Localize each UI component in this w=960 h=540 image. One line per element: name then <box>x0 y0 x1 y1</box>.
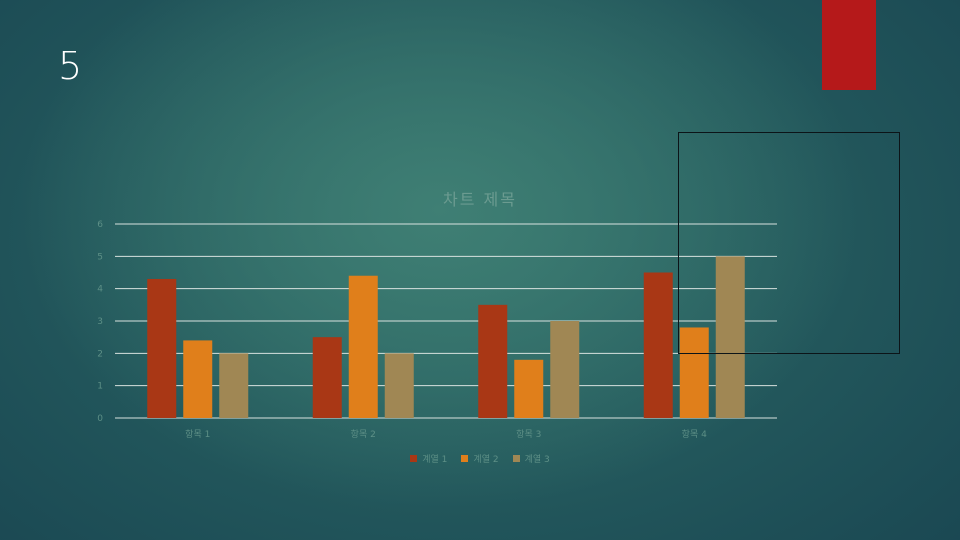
x-tick-label: 항목 4 <box>682 429 707 440</box>
chart-title: 차트 제목 <box>443 190 517 209</box>
legend-label: 계열 2 <box>473 455 499 465</box>
legend-swatch <box>410 455 418 462</box>
bar-series-3-category-2 <box>384 353 414 418</box>
y-tick-label: 1 <box>97 382 103 392</box>
bar-series-2-category-2 <box>348 275 378 418</box>
y-tick-label: 3 <box>97 317 103 327</box>
bar-series-2-category-3 <box>514 359 544 418</box>
bar-series-3-category-1 <box>219 353 249 418</box>
legend-item: 계열 3 <box>512 452 550 465</box>
x-tick-label: 항목 3 <box>516 429 541 440</box>
bar-series-1-category-3 <box>478 304 508 418</box>
legend-item: 계열 1 <box>410 452 447 465</box>
legend-label: 계열 1 <box>422 455 448 465</box>
y-tick-label: 6 <box>97 220 103 230</box>
y-tick-label: 0 <box>97 414 103 424</box>
slide-number: 5 <box>58 44 83 88</box>
bar-series-2-category-1 <box>183 340 213 418</box>
bar-series-1-category-2 <box>312 337 342 418</box>
legend-swatch <box>512 455 520 462</box>
bar-series-1-category-1 <box>147 278 177 418</box>
bar-series-2-category-4 <box>679 327 709 418</box>
selection-outline-box <box>678 132 900 354</box>
legend-swatch <box>461 455 469 462</box>
bar-series-1-category-4 <box>643 272 673 418</box>
bar-series-3-category-3 <box>550 321 580 418</box>
bar-series-3-category-4 <box>715 256 745 418</box>
legend-item: 계열 2 <box>461 452 499 465</box>
y-tick-label: 5 <box>97 252 103 262</box>
legend-label: 계열 3 <box>524 455 550 465</box>
chart-legend: 계열 1 계열 2 계열 3 <box>0 452 960 465</box>
x-tick-label: 항목 2 <box>351 429 376 440</box>
y-tick-label: 4 <box>97 285 103 295</box>
y-tick-label: 2 <box>97 349 103 359</box>
x-tick-label: 항목 1 <box>185 429 210 440</box>
red-accent-tab <box>822 0 876 90</box>
